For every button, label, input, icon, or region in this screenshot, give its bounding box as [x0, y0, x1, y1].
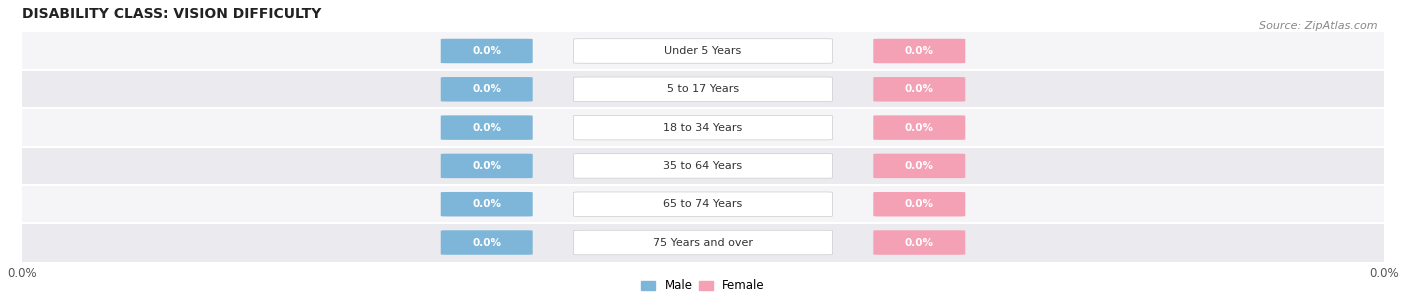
Text: 0.0%: 0.0%	[905, 84, 934, 94]
FancyBboxPatch shape	[574, 230, 832, 255]
Text: 0.0%: 0.0%	[905, 199, 934, 209]
Text: Source: ZipAtlas.com: Source: ZipAtlas.com	[1260, 21, 1378, 31]
FancyBboxPatch shape	[440, 115, 533, 140]
Bar	[21, 223, 1385, 262]
FancyBboxPatch shape	[873, 154, 966, 178]
FancyBboxPatch shape	[574, 154, 832, 178]
Bar	[21, 109, 1385, 147]
Text: 35 to 64 Years: 35 to 64 Years	[664, 161, 742, 171]
Bar	[21, 32, 1385, 70]
FancyBboxPatch shape	[873, 230, 966, 255]
FancyBboxPatch shape	[574, 39, 832, 63]
FancyBboxPatch shape	[574, 77, 832, 102]
Text: 0.0%: 0.0%	[472, 238, 501, 248]
Text: 18 to 34 Years: 18 to 34 Years	[664, 123, 742, 133]
FancyBboxPatch shape	[873, 39, 966, 63]
Text: 0.0%: 0.0%	[472, 199, 501, 209]
FancyBboxPatch shape	[440, 192, 533, 217]
Text: 0.0%: 0.0%	[472, 46, 501, 56]
FancyBboxPatch shape	[873, 77, 966, 102]
Text: 0.0%: 0.0%	[905, 46, 934, 56]
Text: 75 Years and over: 75 Years and over	[652, 238, 754, 248]
FancyBboxPatch shape	[873, 192, 966, 217]
Text: 0.0%: 0.0%	[472, 161, 501, 171]
Text: 0.0%: 0.0%	[905, 238, 934, 248]
Text: 65 to 74 Years: 65 to 74 Years	[664, 199, 742, 209]
Text: 0.0%: 0.0%	[472, 123, 501, 133]
Text: 0.0%: 0.0%	[905, 161, 934, 171]
Text: 0.0%: 0.0%	[905, 123, 934, 133]
FancyBboxPatch shape	[440, 39, 533, 63]
FancyBboxPatch shape	[574, 115, 832, 140]
Text: DISABILITY CLASS: VISION DIFFICULTY: DISABILITY CLASS: VISION DIFFICULTY	[21, 7, 321, 21]
Bar	[21, 70, 1385, 109]
FancyBboxPatch shape	[574, 192, 832, 217]
Legend: Male, Female: Male, Female	[637, 275, 769, 297]
Text: 0.0%: 0.0%	[472, 84, 501, 94]
Bar	[21, 147, 1385, 185]
FancyBboxPatch shape	[440, 154, 533, 178]
Text: Under 5 Years: Under 5 Years	[665, 46, 741, 56]
FancyBboxPatch shape	[440, 77, 533, 102]
FancyBboxPatch shape	[873, 115, 966, 140]
Bar	[21, 185, 1385, 223]
FancyBboxPatch shape	[440, 230, 533, 255]
Text: 5 to 17 Years: 5 to 17 Years	[666, 84, 740, 94]
